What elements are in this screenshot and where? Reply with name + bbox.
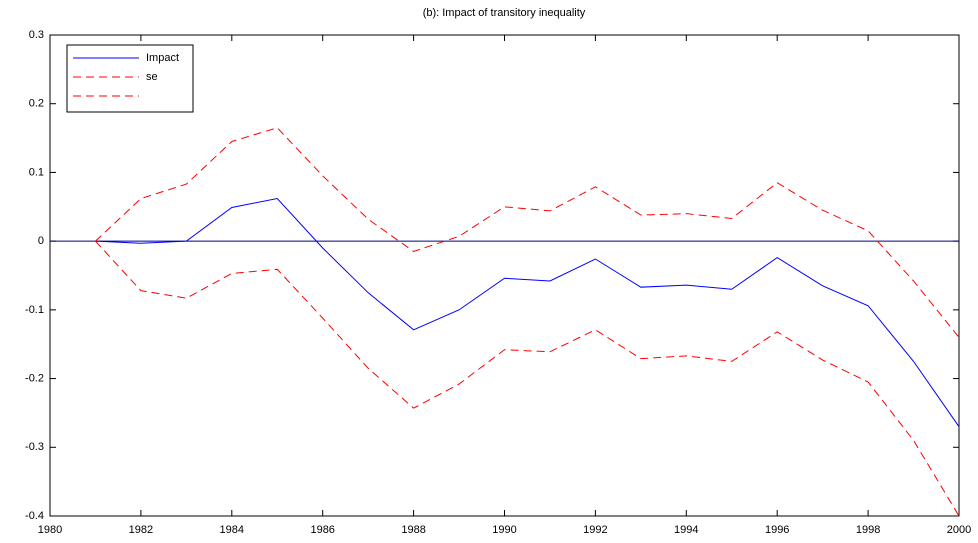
chart-title: (b): Impact of transitory inequality (423, 7, 586, 19)
x-tick-label: 1998 (856, 524, 880, 536)
x-tick-label: 2000 (947, 524, 971, 536)
legend-label: Impact (146, 52, 179, 64)
y-tick-label: 0 (38, 235, 44, 247)
x-tick-label: 1982 (129, 524, 153, 536)
x-tick-label: 1996 (765, 524, 789, 536)
x-tick-label: 1986 (310, 524, 334, 536)
plot-area (49, 34, 960, 517)
y-tick-label: 0.3 (29, 29, 44, 41)
y-tick-label: 0.2 (29, 98, 44, 110)
y-tick-label: -0.1 (25, 304, 44, 316)
y-tick-label: -0.3 (25, 441, 44, 453)
series-line (95, 197, 960, 427)
legend-label: se (146, 71, 158, 83)
series-line (95, 127, 960, 338)
x-tick-label: 1980 (38, 524, 62, 536)
y-tick-label: -0.4 (25, 510, 44, 522)
x-tick-label: 1994 (674, 524, 698, 536)
legend-box (66, 44, 194, 113)
y-tick-label: 0.1 (29, 166, 44, 178)
y-tick-label: -0.2 (25, 372, 44, 384)
x-tick-label: 1992 (583, 524, 607, 536)
x-tick-label: 1984 (220, 524, 244, 536)
x-tick-label: 1990 (492, 524, 516, 536)
x-tick-label: 1988 (401, 524, 425, 536)
series-line (95, 240, 960, 517)
